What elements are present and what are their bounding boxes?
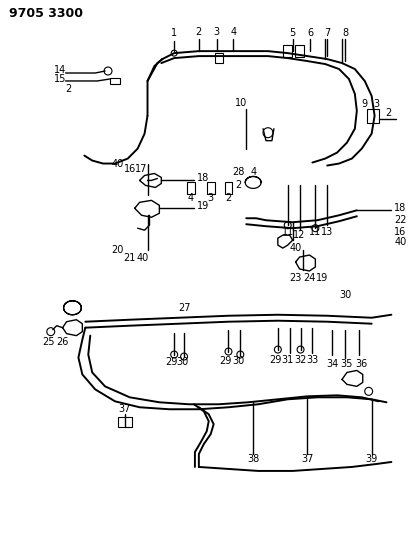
- Text: 21: 21: [124, 253, 136, 263]
- Text: 25: 25: [42, 337, 55, 346]
- Text: 3: 3: [214, 27, 220, 37]
- Text: 22: 22: [394, 215, 407, 225]
- Text: 30: 30: [339, 290, 351, 300]
- Text: 9: 9: [362, 99, 368, 109]
- Text: 37: 37: [301, 454, 314, 464]
- Bar: [295, 45, 303, 57]
- Text: 37: 37: [119, 404, 131, 414]
- Text: 38: 38: [247, 454, 259, 464]
- Text: 2: 2: [225, 193, 232, 204]
- Text: 4: 4: [188, 193, 194, 204]
- Text: 8: 8: [342, 28, 348, 38]
- Text: 20: 20: [112, 245, 124, 255]
- Text: 23: 23: [289, 273, 302, 283]
- Text: 26: 26: [56, 337, 69, 346]
- Text: 5: 5: [289, 28, 296, 38]
- Bar: [110, 78, 120, 84]
- Text: 17: 17: [135, 164, 148, 174]
- Text: 33: 33: [306, 354, 319, 365]
- Text: 35: 35: [341, 359, 353, 369]
- Text: 13: 13: [321, 227, 333, 237]
- Text: 2: 2: [235, 181, 242, 190]
- Text: 24: 24: [303, 273, 316, 283]
- Text: 34: 34: [326, 359, 338, 369]
- Text: 40: 40: [289, 243, 302, 253]
- Text: 11: 11: [282, 227, 294, 237]
- Text: 15: 15: [54, 74, 66, 84]
- Text: 2: 2: [385, 108, 392, 118]
- Text: 6: 6: [307, 28, 314, 38]
- Text: 9705 3300: 9705 3300: [9, 7, 83, 20]
- Text: 12: 12: [293, 230, 306, 240]
- Text: 31: 31: [282, 354, 294, 365]
- Text: 14: 14: [54, 65, 66, 75]
- Text: 40: 40: [136, 253, 149, 263]
- Text: 2: 2: [196, 27, 202, 37]
- Text: 19: 19: [197, 201, 209, 211]
- Text: 29: 29: [165, 357, 178, 367]
- Text: 32: 32: [294, 354, 307, 365]
- Text: 29: 29: [219, 356, 232, 366]
- Text: 40: 40: [112, 158, 124, 168]
- Text: 16: 16: [124, 164, 136, 174]
- Text: 36: 36: [356, 359, 368, 369]
- Text: 3: 3: [208, 193, 214, 204]
- Text: 1: 1: [171, 28, 177, 38]
- Text: 7: 7: [324, 28, 330, 38]
- Bar: [367, 109, 379, 123]
- Bar: [283, 45, 292, 57]
- Text: 27: 27: [178, 303, 190, 313]
- Bar: [187, 182, 195, 195]
- Text: 40: 40: [394, 237, 406, 247]
- Text: 10: 10: [235, 98, 247, 108]
- Bar: [215, 53, 222, 63]
- Text: 4: 4: [230, 27, 236, 37]
- Bar: [224, 182, 233, 195]
- Text: 28: 28: [232, 167, 245, 177]
- Bar: [118, 417, 132, 427]
- Text: 30: 30: [232, 356, 245, 366]
- Text: 18: 18: [197, 173, 209, 183]
- Text: 3: 3: [374, 99, 380, 109]
- Text: 19: 19: [316, 273, 328, 283]
- Text: 18: 18: [394, 203, 406, 213]
- Text: 4: 4: [250, 167, 256, 177]
- Text: 2: 2: [65, 84, 72, 94]
- Bar: [207, 182, 215, 195]
- Text: 30: 30: [176, 357, 188, 367]
- Text: 16: 16: [394, 227, 406, 237]
- Text: 11: 11: [309, 227, 321, 237]
- Text: 39: 39: [365, 454, 378, 464]
- Text: 29: 29: [270, 354, 282, 365]
